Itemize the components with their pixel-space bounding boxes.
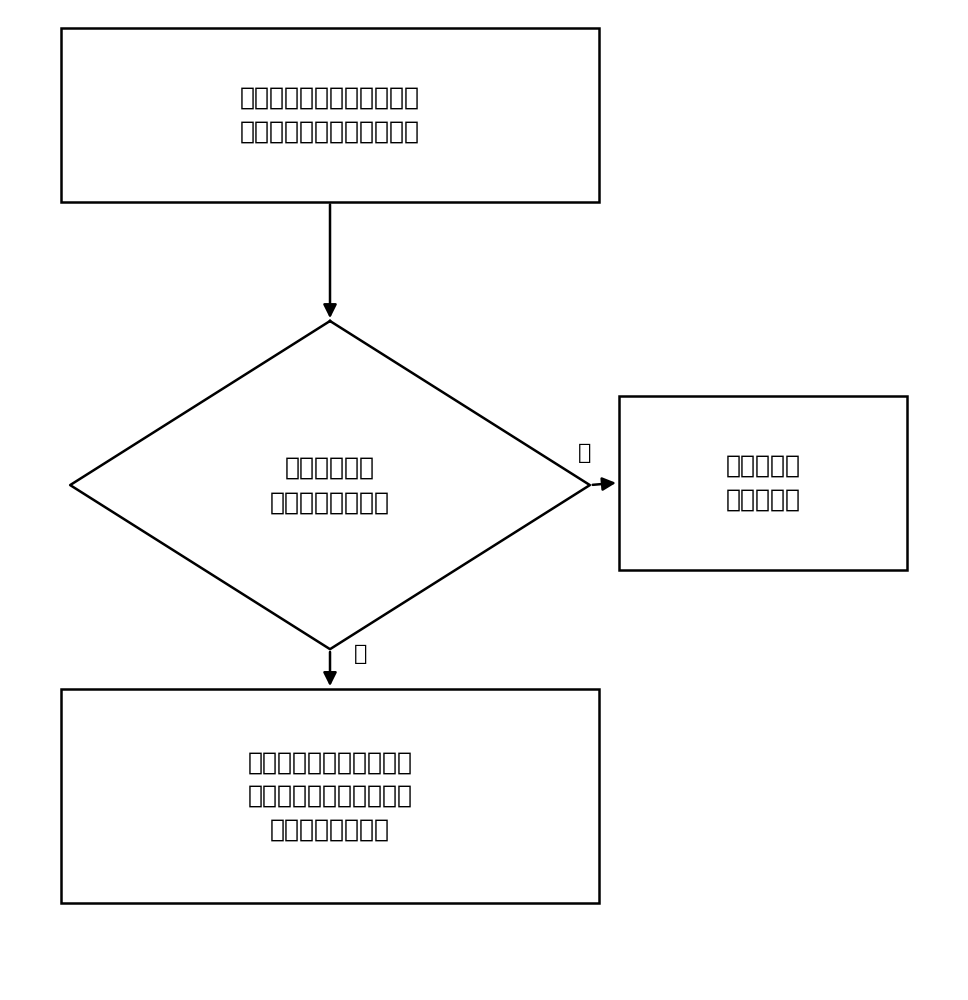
Text: 当前通风参数
是否满足预设条件: 当前通风参数 是否满足预设条件 xyxy=(270,455,390,515)
Text: 是: 是 xyxy=(578,443,591,463)
Text: 监测点的通
风状态正常: 监测点的通 风状态正常 xyxy=(726,454,801,511)
Text: 获取监测点的位置信息，
并根据监测点的位置信息
发送第二报警信号: 获取监测点的位置信息， 并根据监测点的位置信息 发送第二报警信号 xyxy=(248,750,412,841)
Text: 否: 否 xyxy=(354,644,368,664)
Text: 将各个监测点的当前通风参
数分别与预设条件进行比对: 将各个监测点的当前通风参 数分别与预设条件进行比对 xyxy=(240,86,420,143)
FancyBboxPatch shape xyxy=(619,396,907,570)
FancyBboxPatch shape xyxy=(61,689,599,903)
FancyBboxPatch shape xyxy=(61,28,599,202)
